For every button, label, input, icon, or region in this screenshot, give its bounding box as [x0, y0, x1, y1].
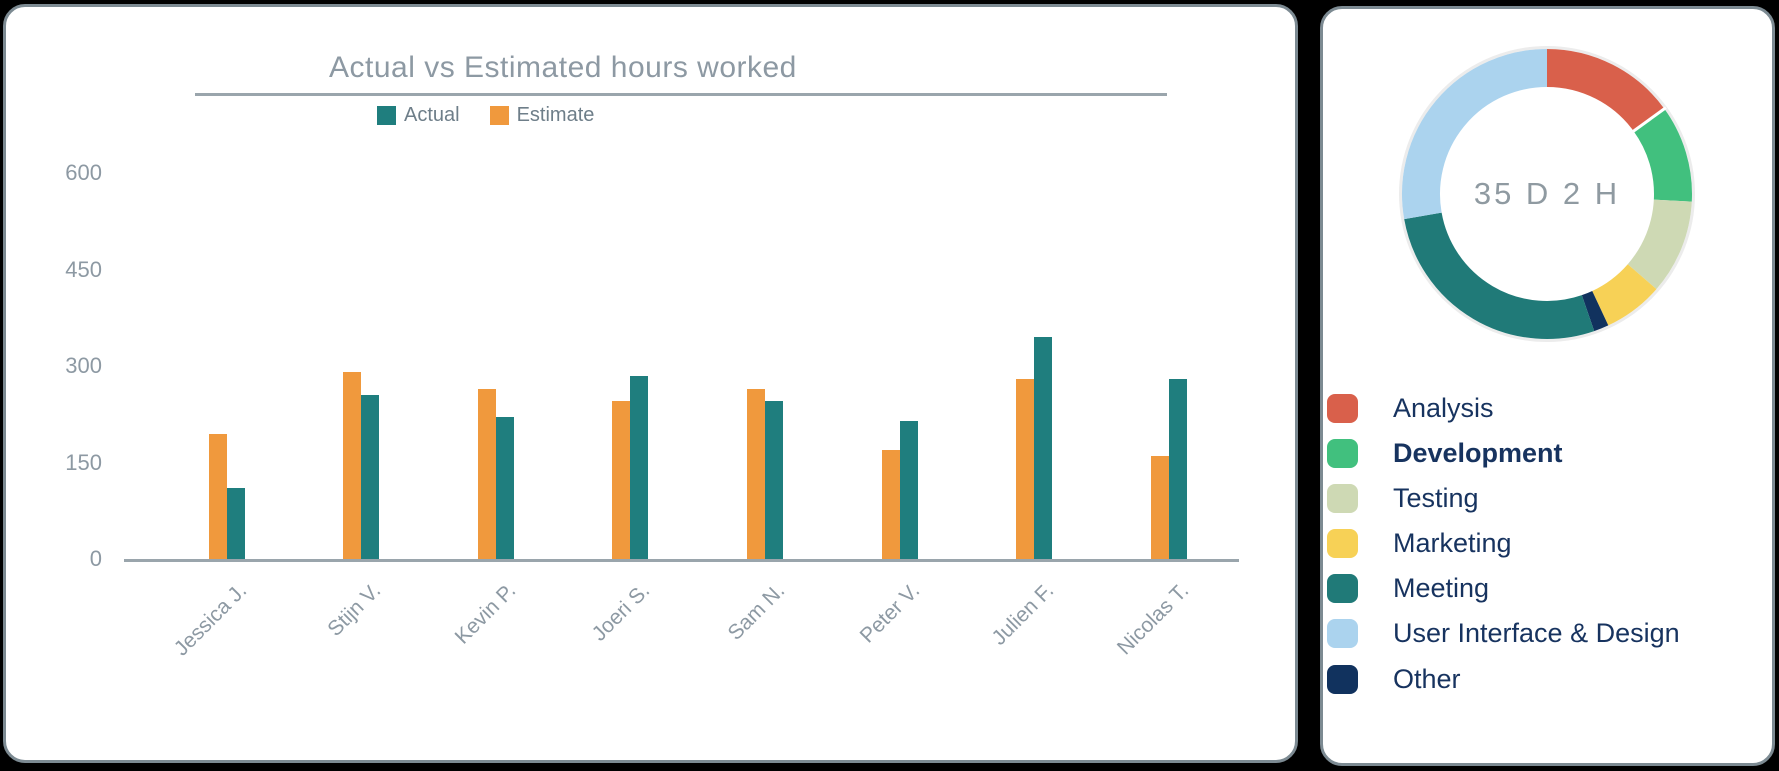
donut-slice-marketing[interactable]: [1591, 263, 1657, 326]
bar-estimate-sam-n[interactable]: [747, 388, 766, 559]
bar-actual-stijn-v[interactable]: [361, 394, 380, 559]
estimate-label: Estimate: [516, 104, 595, 126]
x-label-peter-v: Peter V.: [855, 579, 924, 648]
testing-label: Testing: [1393, 482, 1479, 513]
bar-actual-peter-v[interactable]: [899, 420, 918, 559]
testing-swatch: [1327, 483, 1358, 513]
donut-chart-panel: 35 D 2 H Analysis Development Testing Marke…: [1320, 6, 1775, 766]
other-swatch: [1327, 664, 1358, 694]
y-tick-300: 300: [65, 353, 102, 378]
meeting-label: Meeting: [1393, 573, 1490, 604]
y-tick-450: 450: [65, 256, 102, 282]
y-tick-150: 150: [65, 449, 102, 475]
y-tick-0: 0: [89, 546, 102, 571]
donut-svg: [1399, 46, 1695, 342]
marketing-swatch: [1327, 529, 1358, 558]
donut-slice-other[interactable]: [1581, 290, 1609, 332]
bar-estimate-peter-v[interactable]: [881, 449, 900, 559]
bar-actual-kevin-p[interactable]: [495, 417, 514, 559]
donut-slice-development[interactable]: [1633, 108, 1692, 202]
donut-slice-testing[interactable]: [1627, 198, 1692, 290]
donut-slice-meeting[interactable]: [1404, 212, 1595, 339]
bar-actual-joeri-s[interactable]: [630, 375, 649, 559]
title-underline: [195, 93, 1167, 96]
other-label: Other: [1393, 663, 1461, 694]
bar-estimate-julien-f[interactable]: [1016, 378, 1035, 559]
marketing-label: Marketing: [1393, 528, 1512, 558]
actual-swatch: [377, 106, 396, 125]
donut-chart: 35 D 2 H: [1397, 44, 1697, 344]
bar-chart-title: Actual vs Estimated hours worked: [329, 51, 797, 84]
donut-center-label: 35 D 2 H: [1473, 176, 1621, 211]
x-label-julien-f: Julien F.: [987, 579, 1059, 650]
donut-outer-shadow: [1399, 46, 1695, 342]
bar-chart-panel: Actual vs Estimated hours worked Actual E…: [3, 4, 1298, 763]
x-label-sam-n: Sam N.: [723, 579, 790, 645]
bar-actual-julien-f[interactable]: [1034, 337, 1053, 559]
donut-slice-user-interface-design[interactable]: [1402, 49, 1548, 220]
bar-plot-area: 0 150 300 450 600 Jessica J. Stijn V. Kevin P. J…: [6, 7, 1295, 760]
x-label-stijn-v: Stijn V.: [323, 579, 386, 641]
donut-legend-item-user-interface-design[interactable]: User Interface & Design: [1327, 612, 1680, 656]
donut-slice-analysis[interactable]: [1546, 49, 1665, 132]
donut-legend-item-analysis[interactable]: Analysis: [1327, 386, 1494, 430]
x-label-nicolas-t: Nicolas T.: [1112, 579, 1194, 660]
bar-chart-legend: Actual Estimate: [377, 104, 594, 127]
bar-legend-item-estimate[interactable]: Estimate: [489, 104, 595, 127]
estimate-swatch: [489, 106, 509, 125]
bar-estimate-nicolas-t[interactable]: [1150, 456, 1169, 559]
x-label-jessica-j: Jessica J.: [169, 579, 251, 661]
x-label-kevin-p: Kevin P.: [450, 579, 521, 649]
donut-legend-item-development[interactable]: Development: [1327, 431, 1563, 475]
user-interface-design-swatch: [1327, 619, 1358, 649]
bar-estimate-stijn-v[interactable]: [343, 372, 362, 559]
bar-estimate-joeri-s[interactable]: [612, 401, 631, 559]
bar-actual-jessica-j[interactable]: [226, 488, 245, 559]
actual-label: Actual: [404, 104, 460, 126]
bar-actual-nicolas-t[interactable]: [1168, 378, 1187, 559]
analysis-label: Analysis: [1393, 392, 1494, 423]
bar-actual-sam-n[interactable]: [765, 401, 784, 559]
donut-legend-item-other[interactable]: Other: [1327, 657, 1461, 701]
donut-legend-item-meeting[interactable]: Meeting: [1327, 567, 1489, 611]
development-swatch: [1327, 438, 1358, 468]
x-label-joeri-s: Joeri S.: [588, 579, 655, 646]
donut-slice-highlight: [1628, 135, 1650, 200]
bar-legend-item-actual[interactable]: Actual: [377, 104, 460, 127]
bar-estimate-kevin-p[interactable]: [477, 388, 496, 559]
user-interface-design-label: User Interface & Design: [1393, 618, 1680, 649]
analysis-swatch: [1327, 393, 1358, 423]
donut-legend-item-testing[interactable]: Testing: [1327, 476, 1479, 520]
donut-highlight-separator: [1626, 106, 1667, 138]
donut-legend: Analysis Development Testing Marketing Meeti…: [1323, 9, 1772, 763]
y-tick-600: 600: [65, 160, 102, 185]
meeting-swatch: [1327, 574, 1358, 604]
x-axis-line: [124, 559, 1239, 562]
development-label: Development: [1393, 437, 1563, 468]
donut-legend-item-marketing[interactable]: Marketing: [1327, 522, 1512, 566]
bar-estimate-jessica-j[interactable]: [208, 433, 227, 559]
